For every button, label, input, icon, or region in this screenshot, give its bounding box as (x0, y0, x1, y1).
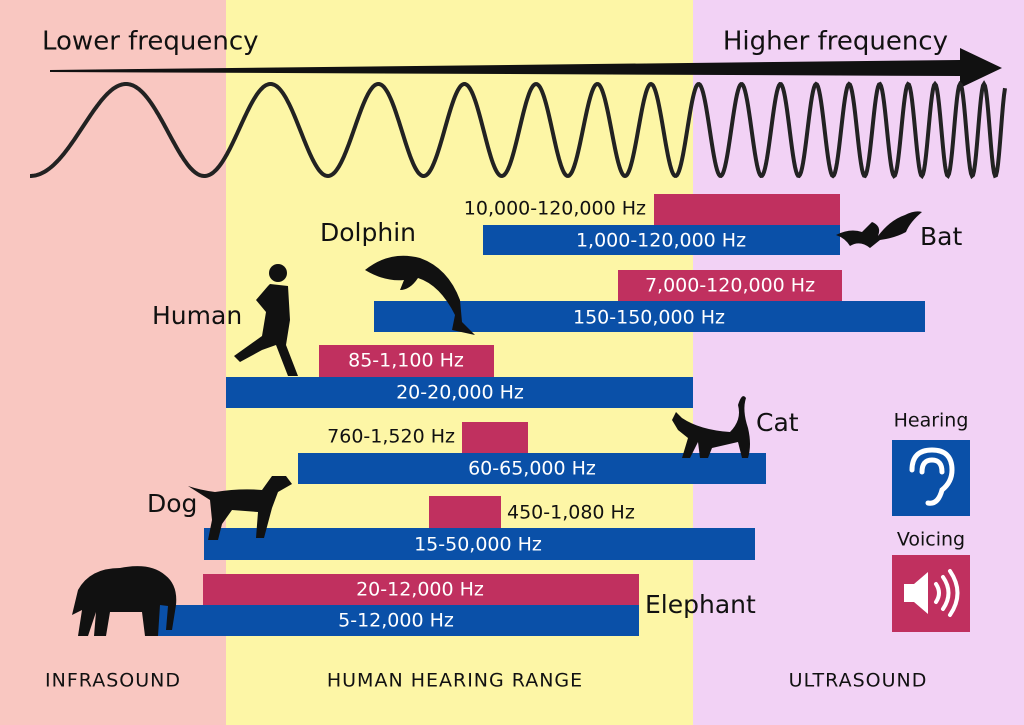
dolphin-icon (365, 255, 475, 335)
animal-name: Elephant (645, 590, 756, 619)
voicing-label: 450-1,080 Hz (507, 502, 635, 524)
hearing-bar (298, 453, 766, 484)
speaker-icon (904, 569, 960, 617)
voicing-bar (203, 574, 639, 605)
voicing-label: 7,000-120,000 Hz (645, 275, 815, 297)
zone-label: ULTRASOUND (789, 670, 928, 692)
cat-icon (672, 396, 750, 458)
hearing-label: 1,000-120,000 Hz (576, 230, 746, 252)
hearing-bar (226, 377, 693, 408)
voicing-label: 85-1,100 Hz (348, 350, 464, 372)
voicing-label: 760-1,520 Hz (327, 426, 455, 448)
arrow (50, 48, 1002, 88)
hearing-label: 5-12,000 Hz (338, 610, 454, 632)
hearing-bar (204, 528, 755, 560)
zone-label: INFRASOUND (45, 670, 181, 692)
animal-name: Human (152, 301, 242, 330)
human-icon (234, 264, 298, 376)
animal-name: Dog (147, 489, 197, 518)
hearing-label: 150-150,000 Hz (573, 307, 725, 329)
animal-name: Cat (756, 408, 799, 437)
hearing-label: 15-50,000 Hz (414, 534, 542, 556)
voicing-bar (319, 345, 494, 377)
voicing-bar (462, 422, 528, 453)
voicing-bar (429, 496, 501, 528)
dog-icon (188, 476, 292, 540)
legend-voicing: Voicing (897, 529, 965, 551)
bat-icon (836, 211, 922, 248)
higher-frequency: Higher frequency (723, 27, 948, 57)
ear-icon (909, 447, 955, 506)
wave (30, 80, 1007, 180)
hearing-bar (153, 605, 639, 636)
zone-label: HUMAN HEARING RANGE (327, 670, 583, 692)
elephant-icon (72, 566, 177, 636)
animal-name: Bat (920, 222, 962, 251)
voicing-bar (618, 270, 842, 301)
voicing-label: 20-12,000 Hz (356, 579, 484, 601)
lower-frequency: Lower frequency (42, 27, 259, 57)
hearing-bar (483, 225, 840, 255)
hearing-label: 20-20,000 Hz (396, 382, 524, 404)
voicing-bar (654, 194, 840, 225)
animal-name: Dolphin (320, 218, 416, 247)
voicing-label: 10,000-120,000 Hz (464, 198, 646, 220)
hearing-label: 60-65,000 Hz (468, 458, 596, 480)
legend-hearing: Hearing (894, 410, 969, 432)
